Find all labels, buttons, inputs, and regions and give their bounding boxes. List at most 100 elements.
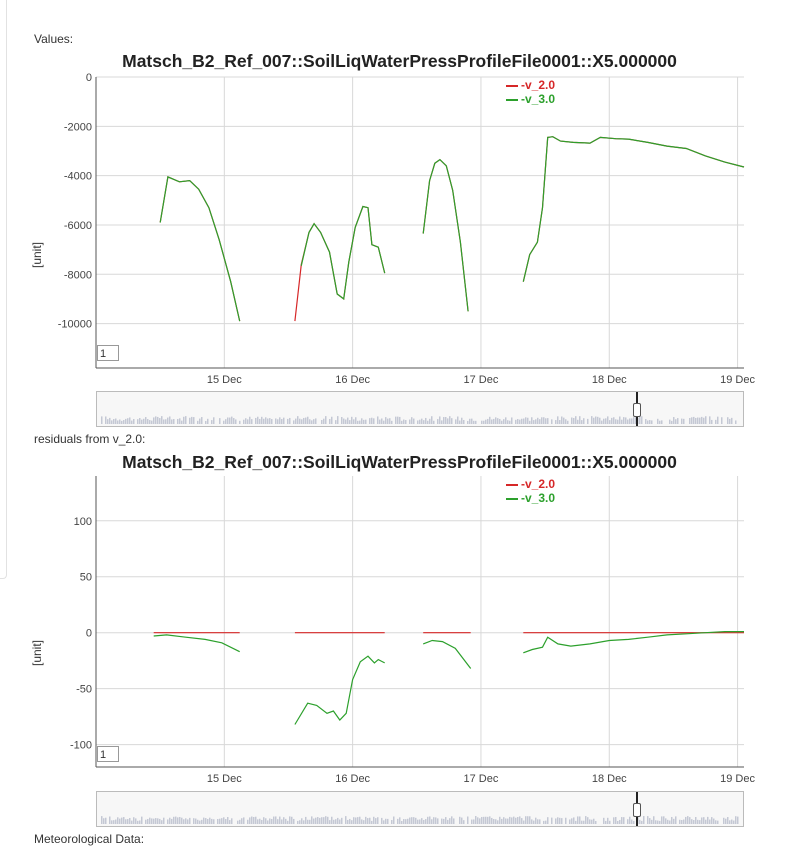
navigator-texture-bar (633, 417, 635, 424)
navigator-texture-bar (257, 416, 259, 424)
navigator-texture-bar (623, 817, 625, 824)
navigator-texture-bar (551, 817, 553, 824)
navigator-texture-bar (491, 419, 493, 424)
residuals-navigator-sparkline (101, 816, 739, 824)
navigator-texture-bar (705, 416, 707, 424)
navigator-texture-bar (287, 820, 289, 824)
navigator-texture-bar (575, 820, 577, 824)
residuals-legend[interactable]: -v_2.0 -v_3.0 (506, 477, 555, 505)
navigator-texture-bar (159, 418, 161, 424)
residuals-chart[interactable]: 100 50 0 -50 -100 15 Dec 16 Dec 17 Dec 18 Dec 19 … (0, 400, 799, 800)
x-tick-label: 19 Dec (720, 773, 755, 785)
legend-item-v2[interactable]: -v_2.0 (506, 78, 555, 92)
navigator-texture-bar (181, 817, 183, 824)
navigator-texture-bar (211, 420, 213, 424)
navigator-texture-bar (351, 820, 353, 824)
navigator-texture-bar (173, 816, 175, 824)
navigator-texture-bar (587, 418, 589, 424)
navigator-texture-bar (673, 818, 675, 824)
navigator-texture-bar (613, 417, 615, 424)
navigator-texture-bar (201, 819, 203, 824)
navigator-texture-bar (139, 418, 141, 424)
navigator-texture-bar (673, 417, 675, 424)
series-line-v20 (159, 176, 241, 322)
navigator-texture-bar (127, 418, 129, 424)
navigator-texture-bar (263, 418, 265, 424)
navigator-texture-bar (181, 420, 183, 424)
navigator-texture-bar (171, 818, 173, 824)
navigator-texture-bar (425, 819, 427, 824)
navigator-texture-bar (661, 816, 663, 824)
values-legend[interactable]: -v_2.0 -v_3.0 (506, 78, 555, 106)
y-tick-label: -8000 (64, 269, 92, 281)
navigator-texture-bar (639, 819, 641, 824)
navigator-texture-bar (207, 418, 209, 424)
residuals-label-box: 1 (97, 746, 119, 762)
side-panel-border (0, 0, 7, 579)
navigator-texture-bar (111, 820, 113, 824)
navigator-texture-bar (459, 420, 461, 424)
values-chart[interactable]: 0 -2000 -4000 -6000 -8000 -10000 15 Dec 16 Dec 1… (0, 0, 799, 400)
navigator-texture-bar (137, 820, 139, 824)
navigator-texture-bar (371, 417, 373, 424)
navigator-texture-bar (703, 417, 705, 424)
series-line-v20 (522, 136, 745, 282)
navigator-texture-bar (671, 420, 673, 424)
navigator-texture-bar (715, 820, 717, 824)
navigator-texture-bar (241, 818, 243, 824)
navigator-texture-bar (605, 418, 607, 424)
navigator-texture-bar (577, 816, 579, 824)
navigator-texture-bar (501, 420, 503, 424)
navigator-texture-bar (545, 418, 547, 424)
navigator-texture-bar (623, 417, 625, 424)
navigator-texture-bar (639, 416, 641, 424)
navigator-texture-bar (699, 820, 701, 824)
navigator-texture-bar (167, 819, 169, 824)
navigator-texture-bar (467, 816, 469, 824)
navigator-texture-bar (213, 417, 215, 424)
legend-item-v3[interactable]: -v_3.0 (506, 491, 555, 505)
navigator-texture-bar (183, 819, 185, 824)
navigator-texture-bar (231, 818, 233, 824)
navigator-texture-bar (539, 819, 541, 824)
navigator-texture-bar (655, 820, 657, 824)
navigator-texture-bar (265, 818, 267, 824)
navigator-texture-bar (733, 820, 735, 824)
navigator-texture-bar (179, 816, 181, 824)
navigator-texture-bar (593, 417, 595, 424)
values-range-navigator[interactable] (96, 391, 744, 427)
navigator-texture-bar (575, 416, 577, 424)
y-tick-label: 50 (80, 572, 92, 584)
navigator-texture-bar (535, 817, 537, 824)
navigator-texture-bar (353, 419, 355, 424)
navigator-texture-bar (155, 416, 157, 424)
navigator-texture-bar (551, 419, 553, 424)
legend-item-v3[interactable]: -v_3.0 (506, 92, 555, 106)
navigator-texture-bar (507, 818, 509, 824)
navigator-texture-bar (645, 419, 647, 424)
navigator-texture-bar (565, 419, 567, 424)
navigator-texture-bar (341, 416, 343, 424)
navigator-texture-bar (569, 819, 571, 824)
navigator-texture-bar (363, 419, 365, 424)
navigator-texture-bar (703, 817, 705, 824)
navigator-texture-bar (619, 416, 621, 424)
legend-item-v2[interactable]: -v_2.0 (506, 477, 555, 491)
values-navigator-handle[interactable] (633, 403, 641, 417)
navigator-texture-bar (491, 817, 493, 824)
navigator-texture-bar (397, 416, 399, 424)
navigator-texture-bar (361, 418, 363, 424)
navigator-texture-bar (283, 417, 285, 424)
navigator-texture-bar (155, 818, 157, 824)
x-tick-label: 17 Dec (464, 773, 499, 785)
residuals-range-navigator[interactable] (96, 791, 744, 827)
navigator-texture-bar (271, 818, 273, 824)
navigator-texture-bar (349, 818, 351, 824)
navigator-texture-bar (379, 419, 381, 424)
navigator-texture-bar (573, 417, 575, 424)
navigator-texture-bar (159, 818, 161, 824)
navigator-texture-bar (559, 420, 561, 424)
residuals-navigator-handle[interactable] (633, 803, 641, 817)
navigator-texture-bar (607, 817, 609, 824)
navigator-texture-bar (617, 419, 619, 424)
